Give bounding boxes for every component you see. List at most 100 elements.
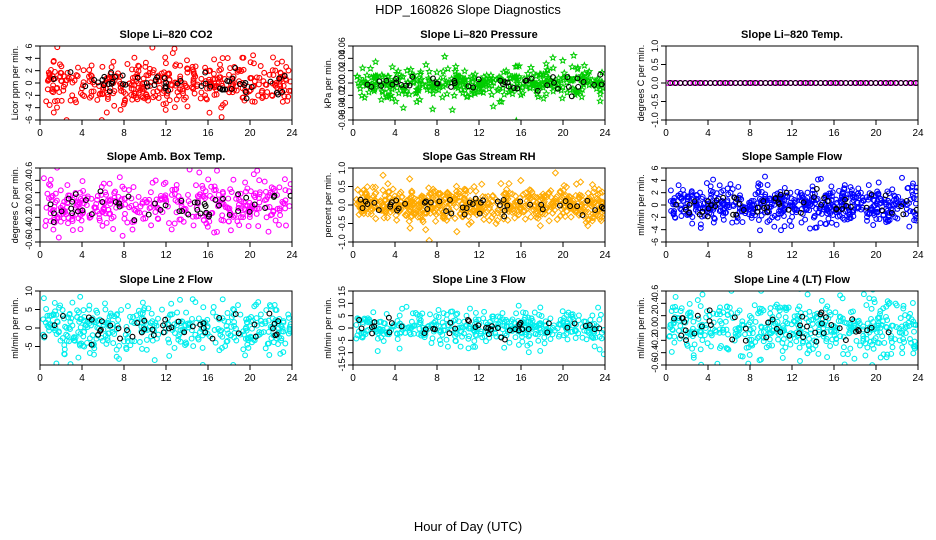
data-point: [172, 62, 179, 69]
data-point: [251, 78, 258, 85]
data-point: [47, 182, 54, 189]
data-point: [670, 198, 676, 205]
data-point: [69, 218, 76, 224]
x-tick-label: 0: [663, 128, 669, 139]
data-point: [44, 312, 51, 319]
data-point-highlight: [424, 206, 431, 212]
data-point: [169, 311, 176, 318]
data-point: [565, 192, 573, 201]
data-point: [361, 190, 369, 199]
data-point: [142, 63, 149, 70]
data-point-highlight: [202, 203, 209, 210]
data-point: [67, 97, 74, 104]
panel-points: [43, 46, 292, 120]
data-point: [514, 201, 522, 210]
data-point: [65, 314, 72, 321]
data-point: [694, 297, 701, 304]
data-point: [113, 204, 120, 211]
data-point: [717, 304, 723, 311]
data-point: [562, 183, 571, 191]
data-point: [217, 331, 224, 338]
data-point: [286, 323, 292, 330]
data-point: [136, 63, 143, 70]
data-point: [823, 338, 830, 345]
data-point: [816, 209, 822, 216]
data-point: [431, 217, 440, 225]
data-point: [162, 192, 169, 199]
data-point: [711, 215, 718, 222]
data-point: [63, 324, 70, 331]
data-point: [730, 201, 736, 208]
data-point-highlight: [868, 191, 875, 198]
data-point: [855, 317, 862, 324]
data-point: [74, 73, 81, 79]
data-point: [160, 74, 167, 80]
data-point-highlight: [786, 332, 793, 339]
data-point: [675, 327, 682, 334]
data-point: [145, 72, 152, 79]
data-point: [443, 190, 452, 198]
data-point: [690, 352, 697, 359]
data-point: [399, 326, 406, 333]
x-tick-label: 16: [202, 128, 214, 139]
data-point-highlight: [544, 82, 551, 89]
data-point-highlight: [574, 203, 581, 210]
data-point: [778, 195, 785, 202]
data-point: [502, 185, 511, 194]
data-point: [416, 67, 425, 76]
data-point: [558, 82, 568, 91]
data-point: [756, 333, 762, 340]
data-point: [353, 72, 362, 80]
data-point-highlight: [252, 333, 259, 340]
data-point: [52, 324, 59, 331]
y-tick-label: 0: [24, 325, 34, 330]
data-point-highlight: [820, 330, 827, 337]
data-point: [508, 208, 516, 217]
data-point: [590, 213, 598, 222]
data-point: [182, 82, 189, 89]
data-point: [121, 215, 128, 222]
data-point: [239, 54, 246, 61]
data-point: [238, 198, 245, 205]
data-point: [427, 311, 433, 318]
data-point: [515, 341, 522, 348]
data-point-highlight: [88, 341, 95, 348]
data-point: [44, 77, 51, 84]
data-point: [827, 210, 834, 216]
data-point: [40, 316, 47, 323]
data-point-highlight: [74, 208, 81, 215]
data-point: [156, 85, 163, 91]
data-point-highlight: [116, 203, 123, 210]
data-point-highlight: [836, 325, 843, 332]
data-point: [523, 69, 533, 78]
data-point: [429, 194, 438, 202]
data-point: [697, 303, 704, 310]
data-point-highlight: [125, 193, 132, 200]
data-point: [261, 69, 268, 76]
data-point: [547, 315, 554, 322]
data-point: [236, 78, 242, 85]
data-point: [697, 224, 704, 231]
data-point: [147, 320, 154, 326]
data-point: [53, 360, 60, 365]
data-point: [204, 223, 211, 230]
data-point: [755, 310, 762, 317]
data-point-highlight: [485, 331, 492, 338]
data-point: [503, 322, 510, 329]
data-point-highlight: [818, 309, 825, 316]
data-point: [787, 341, 794, 348]
data-point: [219, 296, 226, 303]
x-tick-label: 12: [160, 128, 172, 139]
data-point-highlight: [202, 69, 209, 76]
data-point: [844, 216, 851, 223]
data-point: [811, 191, 818, 197]
data-point: [477, 330, 484, 337]
data-point: [880, 318, 886, 325]
data-point: [536, 70, 546, 78]
data-point: [884, 217, 891, 224]
data-point: [190, 222, 197, 229]
data-point: [191, 90, 198, 97]
data-point-highlight: [765, 319, 772, 326]
data-point: [124, 303, 131, 310]
data-point-highlight: [888, 209, 895, 216]
